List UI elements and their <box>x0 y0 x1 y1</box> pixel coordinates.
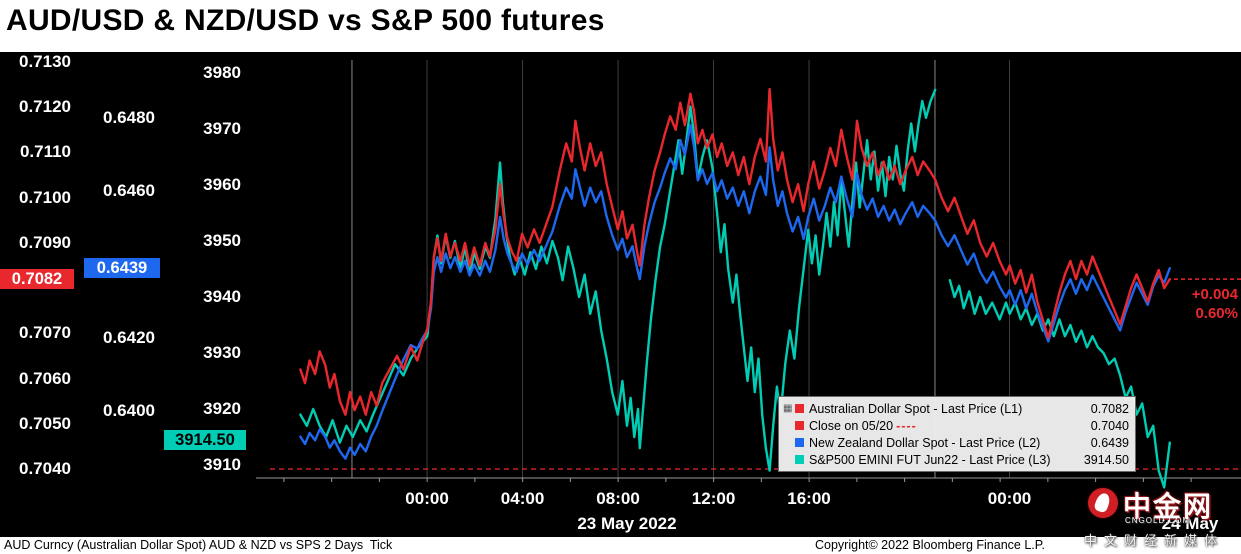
y-axis-label-spx: 3950 <box>203 231 241 250</box>
legend-color-chip <box>795 421 804 430</box>
legend-label: Close on 05/20 ---- <box>809 418 917 433</box>
legend-properties-icon: ▦ <box>783 402 793 414</box>
legend-row: Close on 05/20 ---- 0.7040 <box>783 417 1129 434</box>
y-axis-aud: 0.7130 0.7120 0.7110 0.7100 0.7090 0.7070 0.70… <box>0 52 74 537</box>
footer: AUD Curncy (Australian Dollar Spot) AUD … <box>0 537 1241 554</box>
y-axis-label-spx: 3930 <box>203 343 241 362</box>
y-axis-label-aud: 0.7090 <box>19 232 71 252</box>
legend-value: 0.7040 <box>1090 418 1129 433</box>
y-axis-label-spx: 3910 <box>203 455 241 474</box>
legend-row: New Zealand Dollar Spot - Last Price (L2… <box>783 434 1129 451</box>
legend-value: 0.6439 <box>1090 435 1129 450</box>
y-axis-label-aud: 0.7110 <box>19 142 71 162</box>
legend-label: Australian Dollar Spot - Last Price (L1) <box>809 401 1023 416</box>
y-axis-label-nzd: 0.6460 <box>103 181 155 201</box>
legend-row: ▦ Australian Dollar Spot - Last Price (L1… <box>783 400 1129 417</box>
legend-color-chip <box>795 404 804 413</box>
aud-last-price-tag: 0.7082 <box>0 269 74 290</box>
footer-security-info: AUD Curncy (Australian Dollar Spot) AUD … <box>4 538 393 552</box>
y-axis-label-nzd: 0.6420 <box>103 327 155 347</box>
legend[interactable]: ▦ Australian Dollar Spot - Last Price (L1… <box>778 396 1136 472</box>
series-line-nzd <box>299 124 1172 460</box>
legend-color-chip <box>795 438 804 447</box>
chart-area: 0.7130 0.7120 0.7110 0.7100 0.7090 0.7070 0.70… <box>0 52 1241 537</box>
y-axis-label-aud: 0.7100 <box>19 187 71 207</box>
spx-last-price-tag: 3914.50 <box>164 429 246 450</box>
y-axis-label-aud: 0.7050 <box>19 413 71 433</box>
y-axis-label-spx: 3970 <box>203 119 241 138</box>
y-axis-label-spx: 3920 <box>203 399 241 418</box>
y-axis-label-spx: 3980 <box>203 63 241 82</box>
legend-rows: ▦ Australian Dollar Spot - Last Price (L1… <box>783 400 1129 468</box>
y-axis-label-nzd: 0.6400 <box>103 401 155 420</box>
footer-copyright: Copyright© 2022 Bloomberg Finance L.P. <box>815 538 1045 552</box>
y-axis-label-aud: 0.7130 <box>19 52 71 71</box>
y-axis-spx: 3980 3970 3960 3950 3940 3930 3920 3910 <box>166 52 244 537</box>
legend-label: S&P500 EMINI FUT Jun22 - Last Price (L3) <box>809 452 1051 467</box>
legend-value: 0.7082 <box>1090 401 1129 416</box>
y-axis-label-aud: 0.7040 <box>19 459 71 478</box>
series-line-aud <box>299 87 1172 416</box>
page-title: AUD/USD & NZD/USD vs S&P 500 futures <box>6 4 605 37</box>
y-axis-label-aud: 0.7070 <box>19 323 71 343</box>
y-axis-label-aud: 0.7060 <box>19 368 71 388</box>
legend-value: 3914.50 <box>1083 452 1129 467</box>
legend-color-chip <box>795 455 804 464</box>
y-axis-label-spx: 3940 <box>203 287 241 306</box>
y-axis-label-spx: 3960 <box>203 175 241 194</box>
legend-dash-sample: ---- <box>896 418 917 433</box>
last-change-annotation: +0.004 0.60% <box>1192 285 1238 323</box>
series-line-spx <box>948 278 1172 489</box>
y-axis-nzd: 0.6480 0.6460 0.6420 0.6400 <box>84 52 158 537</box>
plot-svg[interactable] <box>0 52 1241 537</box>
y-axis-label-aud: 0.7120 <box>19 97 71 117</box>
legend-row: S&P500 EMINI FUT Jun22 - Last Price (L3)… <box>783 451 1129 468</box>
y-axis-label-nzd: 0.6480 <box>103 108 155 127</box>
change-value: +0.004 <box>1191 286 1238 303</box>
legend-label: New Zealand Dollar Spot - Last Price (L2… <box>809 435 1041 450</box>
nzd-last-price-tag: 0.6439 <box>84 258 160 279</box>
change-percent: 0.60% <box>1195 305 1238 322</box>
